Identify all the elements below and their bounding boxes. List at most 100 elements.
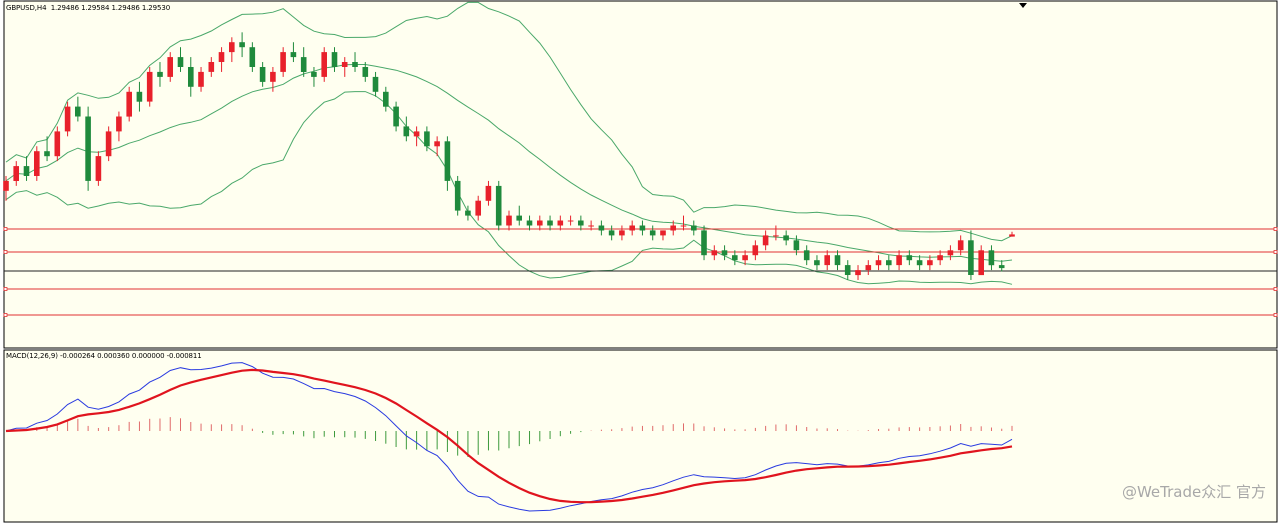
candle-body [239, 42, 245, 48]
candle-body [865, 265, 872, 271]
candle-body [526, 220, 533, 226]
candle-body [495, 185, 502, 226]
level-handle-left-4 [3, 313, 8, 317]
candle-body [547, 220, 553, 226]
candle-body [947, 250, 954, 256]
candle-body [680, 225, 687, 227]
candle-body [968, 240, 974, 275]
candle-body [403, 126, 410, 137]
candle-body [34, 151, 40, 176]
candle-body [783, 235, 789, 241]
candle-body [844, 265, 851, 275]
candle-body [383, 91, 389, 107]
candle-body [95, 156, 102, 181]
candle-body [229, 42, 235, 53]
candle-body [516, 215, 522, 221]
candle-body [280, 52, 286, 72]
candle-body [311, 71, 317, 77]
candle-body [465, 210, 471, 216]
candle-body [701, 230, 707, 256]
level-handle-right-2 [1273, 250, 1278, 254]
candle-body [105, 131, 112, 157]
candle-body [732, 255, 738, 261]
candle-body [208, 62, 215, 72]
candle-body [259, 67, 266, 82]
candle-body [393, 106, 399, 127]
bollinger-upper-line [5, 1, 1013, 242]
candle-body [721, 250, 728, 256]
bollinger-middle-line [5, 64, 1013, 262]
candle-body [249, 47, 256, 67]
candle-body [290, 52, 297, 58]
candle-body [321, 52, 327, 77]
candle-body [85, 116, 91, 181]
candle-body [44, 151, 50, 157]
watermark: @WeTrade众汇 官方 [1121, 483, 1266, 501]
candle-body [126, 91, 132, 117]
level-handle-left-1 [3, 227, 8, 231]
candle-body [537, 220, 543, 226]
level-handle-right-3 [1273, 287, 1278, 291]
candle-body [916, 260, 923, 266]
candle-body [886, 260, 892, 266]
candle-body [834, 255, 841, 266]
candle-body [485, 185, 492, 201]
candle-body [331, 52, 338, 67]
level-handle-left-2 [3, 250, 8, 254]
macd-label: MACD(12,26,9) -0.000264 0.000360 0.00000… [6, 352, 202, 360]
candle-body [875, 260, 882, 266]
candle-body [198, 71, 204, 87]
candle-body [270, 71, 276, 82]
macd-panel [3, 349, 1278, 523]
candle-body [978, 250, 984, 276]
candle-body [177, 57, 184, 67]
candle-body [454, 180, 461, 211]
candle-body [475, 200, 481, 216]
candle-body [75, 106, 81, 117]
candle-body [23, 166, 30, 176]
main-panel [3, 0, 1278, 349]
candle-body [413, 131, 420, 137]
level-handle-right-4 [1273, 313, 1278, 317]
candle-body [629, 225, 635, 231]
candle-body [1009, 234, 1015, 237]
macd-signal-line [5, 368, 1013, 504]
candle-body [13, 166, 19, 181]
candle-body [855, 270, 861, 276]
candle-body [762, 235, 769, 246]
candle-body [54, 131, 61, 157]
candle-body [424, 131, 430, 147]
candle-body [157, 71, 163, 77]
level-handle-right-1 [1273, 227, 1278, 231]
candle-body [660, 230, 666, 236]
candle-body [773, 235, 779, 237]
candle-body [711, 250, 718, 256]
candle-body [957, 240, 964, 251]
candle-body [64, 106, 71, 132]
shift-marker-icon [1019, 3, 1027, 8]
candle-body [927, 260, 933, 266]
candle-body [372, 76, 379, 92]
candle-body [998, 265, 1005, 269]
candle-body [434, 141, 440, 147]
candle-body [896, 255, 902, 266]
candle-body [619, 230, 625, 236]
candle-body [578, 220, 584, 226]
candle-body [167, 57, 173, 77]
candle-body [567, 220, 574, 222]
candle-body [352, 62, 358, 67]
candle-body [803, 250, 810, 261]
candle-body [752, 245, 759, 256]
candle-body [598, 225, 605, 231]
candle-body [670, 225, 676, 231]
candle-body [824, 255, 830, 266]
candle-body [906, 255, 913, 261]
candle-body [3, 180, 9, 191]
candle-body [341, 62, 348, 67]
candle-body [649, 230, 656, 236]
candle-body [300, 57, 307, 72]
candle-body [814, 260, 820, 266]
candle-body [639, 225, 646, 231]
candle-body [116, 116, 122, 132]
